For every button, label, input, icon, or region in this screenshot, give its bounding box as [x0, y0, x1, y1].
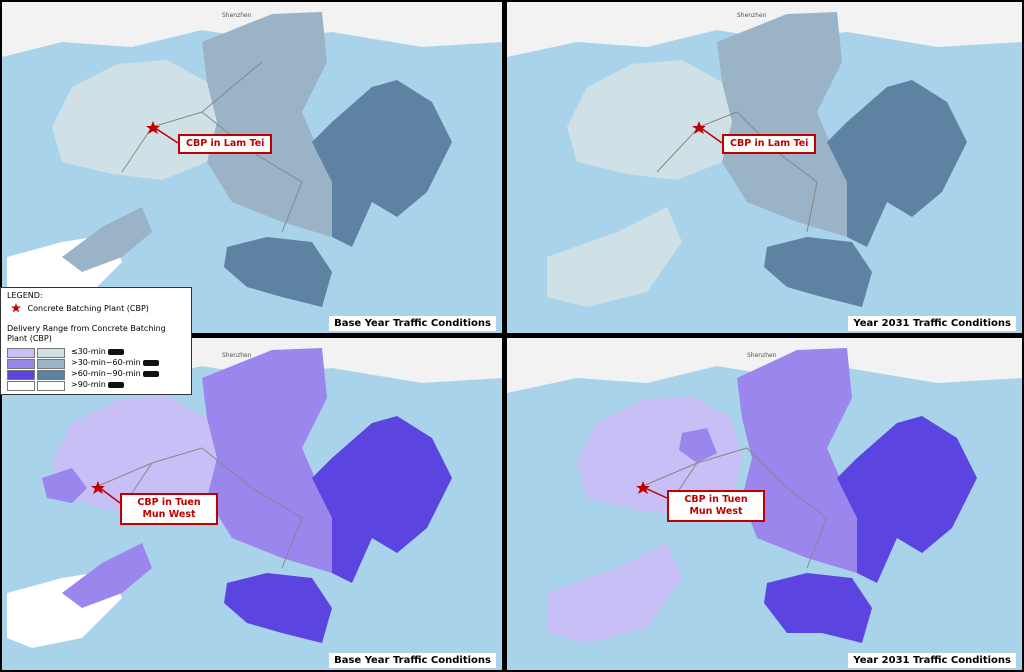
zone-le30	[52, 60, 217, 180]
swatch-purple-le30	[7, 348, 35, 358]
truck-icon	[142, 370, 159, 377]
callout-leader	[700, 127, 723, 144]
zone-60-90-island	[764, 237, 872, 307]
city-label: Shenzhen	[747, 352, 777, 359]
condition-label: Year 2031 Traffic Conditions	[848, 653, 1016, 668]
plant-marker	[692, 121, 706, 134]
zone-60-90	[827, 80, 967, 247]
swatch-purple-30-60	[7, 359, 35, 369]
swatch-blue-le30	[37, 348, 65, 358]
truck-icon	[107, 381, 124, 388]
swatch-purple-gt90	[7, 381, 35, 391]
zone-30-60	[202, 12, 332, 237]
zone-60-90	[312, 80, 452, 247]
zone-le30	[567, 60, 732, 180]
zone-30-60-lantau	[62, 543, 152, 608]
plant-callout: CBP in Lam Tei	[178, 134, 273, 154]
map-panel-base-year-lam-tei: Shenzhen CBP in Lam Tei Base Year Traffi…	[2, 2, 502, 333]
legend-range-row: >90-min	[71, 380, 124, 389]
zone-30-60	[717, 12, 847, 237]
range-label: >90-min	[71, 380, 106, 389]
truck-icon	[107, 348, 124, 355]
map-canvas	[507, 2, 1022, 307]
callout-leader	[644, 487, 668, 499]
zone-30-60	[202, 348, 332, 573]
plant-callout: CBP in Tuen Mun West	[667, 490, 765, 522]
condition-label: Year 2031 Traffic Conditions	[848, 316, 1016, 331]
zone-le30-lantau	[547, 207, 682, 307]
swatch-blue-60-90	[37, 370, 65, 380]
condition-label: Base Year Traffic Conditions	[329, 653, 496, 668]
plant-callout: CBP in Lam Tei	[722, 134, 817, 154]
condition-label: Base Year Traffic Conditions	[329, 316, 496, 331]
plant-marker	[91, 481, 105, 494]
legend-title: LEGEND:	[7, 291, 43, 300]
truck-icon	[142, 359, 159, 366]
range-label: ≤30-min	[71, 347, 106, 356]
zone-60-90-island	[224, 237, 332, 307]
swatch-blue-gt90	[37, 381, 65, 391]
map-panel-2031-lam-tei: Shenzhen CBP in Lam Tei Year 2031 Traffi…	[507, 2, 1022, 333]
callout-leader	[99, 487, 121, 504]
zone-30-60-inner	[679, 428, 717, 463]
plant-marker	[636, 481, 650, 494]
zone-60-90-island	[224, 573, 332, 643]
map-panel-2031-tuen-mun-west: Shenzhen CBP in Tuen Mun West Year 2031 …	[507, 338, 1022, 670]
city-label: Shenzhen	[222, 352, 252, 359]
legend-plant-label: Concrete Batching Plant (CBP)	[27, 303, 149, 313]
zone-60-90	[837, 416, 977, 583]
zone-le30	[577, 396, 742, 516]
zone-30-60-west	[42, 468, 87, 503]
legend-plant-row: Concrete Batching Plant (CBP)	[11, 303, 149, 313]
range-label: >30-min~60-min	[71, 358, 141, 367]
zone-le30-lantau	[547, 543, 682, 643]
zone-60-90-island	[764, 573, 872, 643]
map-canvas	[507, 338, 1022, 643]
legend-range-row: ≤30-min	[71, 347, 124, 356]
plant-star-icon	[11, 303, 21, 313]
legend-range-row: >30-min~60-min	[71, 358, 159, 367]
map-legend: LEGEND: Concrete Batching Plant (CBP) De…	[0, 287, 192, 395]
callout-leader	[154, 127, 179, 144]
city-label: Shenzhen	[737, 12, 767, 19]
swatch-purple-60-90	[7, 370, 35, 380]
range-label: >60-min~90-min	[71, 369, 141, 378]
city-label: Shenzhen	[222, 12, 252, 19]
legend-range-title: Delivery Range from Concrete Batching Pl…	[7, 324, 166, 343]
legend-range-row: >60-min~90-min	[71, 369, 159, 378]
plant-callout: CBP in Tuen Mun West	[120, 493, 218, 525]
swatch-blue-30-60	[37, 359, 65, 369]
plant-marker	[146, 121, 160, 134]
zone-30-60-lantau	[62, 207, 152, 272]
zone-30-60	[737, 348, 857, 573]
zone-60-90	[312, 416, 452, 583]
map-canvas	[2, 2, 502, 312]
